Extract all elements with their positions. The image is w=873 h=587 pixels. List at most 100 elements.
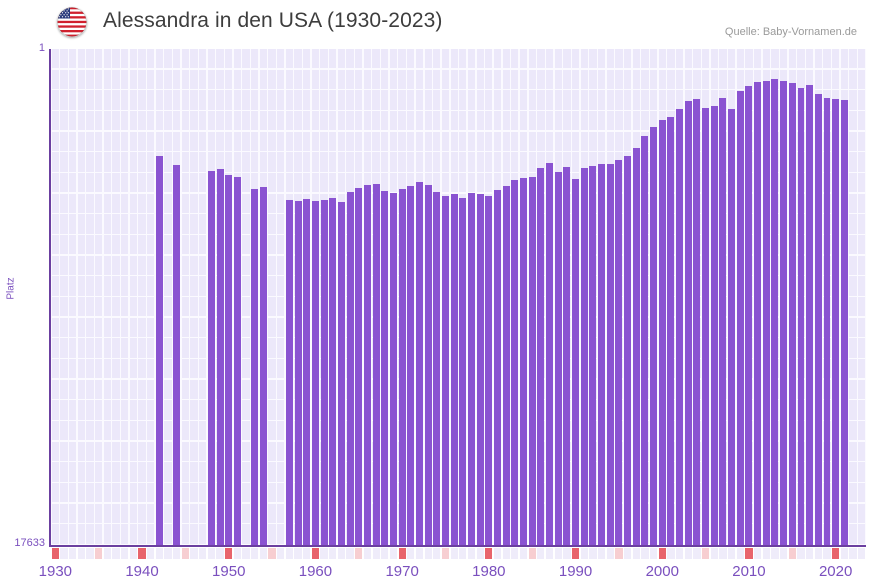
year-tick-1971 (407, 548, 415, 559)
year-tick-1984 (519, 548, 528, 559)
bar-1977 (459, 197, 467, 545)
year-tick-1989 (563, 548, 571, 559)
y-axis-title: Platz (5, 277, 17, 300)
year-tick-2020 (832, 548, 840, 559)
x-tick-2020: 2020 (818, 563, 853, 580)
bar-2018 (814, 93, 822, 545)
year-marker-strip (51, 548, 866, 559)
year-tick-1961 (320, 548, 328, 559)
x-tick-2000: 2000 (645, 563, 679, 580)
year-tick-1991 (580, 548, 588, 559)
year-tick-2008 (727, 548, 736, 559)
x-tick-2010: 2010 (732, 563, 766, 580)
us-flag-icon (57, 7, 87, 37)
bar-2008 (728, 109, 736, 545)
year-tick-1930 (51, 548, 59, 559)
source-note: Quelle: Baby-Vornamen.de (724, 26, 857, 38)
year-tick-1960 (311, 548, 320, 559)
year-tick-1943 (164, 548, 172, 559)
year-tick-1981 (493, 548, 502, 559)
bar-1942 (155, 155, 163, 545)
bar-1980 (485, 196, 493, 545)
bar-1990 (572, 179, 580, 545)
bar-1986 (537, 168, 545, 545)
year-tick-2004 (693, 548, 701, 559)
year-tick-2011 (753, 548, 762, 559)
chart-header: Alessandra in den USA (1930-2023) Quelle… (0, 0, 873, 46)
bar-1993 (598, 164, 606, 545)
year-tick-2010 (745, 548, 753, 559)
year-tick-1938 (121, 548, 129, 559)
year-tick-1954 (259, 548, 268, 559)
bar-2016 (797, 88, 805, 545)
year-tick-1956 (277, 548, 285, 559)
year-tick-1965 (355, 548, 363, 559)
year-tick-1962 (329, 548, 337, 559)
year-tick-1988 (554, 548, 562, 559)
year-tick-1959 (303, 548, 311, 559)
x-tick-1990: 1990 (558, 563, 593, 580)
x-tick-1980: 1980 (472, 563, 506, 580)
bar-1983 (511, 179, 519, 545)
year-tick-1942 (155, 548, 163, 559)
year-tick-1949 (216, 548, 224, 559)
bar-1988 (554, 172, 562, 545)
bar-1954 (259, 187, 267, 545)
bar-1998 (641, 136, 649, 545)
year-tick-1998 (641, 548, 649, 559)
bar-2011 (754, 82, 762, 545)
bar-2021 (840, 100, 848, 545)
bar-1999 (650, 127, 658, 545)
y-axis-top-label: 1 (38, 42, 45, 54)
year-tick-2012 (762, 548, 770, 559)
bar-2002 (676, 109, 684, 545)
year-tick-1941 (147, 548, 155, 559)
bar-1997 (632, 147, 640, 545)
year-tick-1972 (415, 548, 424, 559)
bar-1964 (346, 192, 354, 545)
bar-2000 (658, 120, 666, 545)
bar-1962 (329, 197, 337, 545)
bar-1996 (624, 156, 632, 545)
year-tick-1993 (597, 548, 606, 559)
bar-2009 (736, 91, 744, 545)
year-tick-2017 (806, 548, 814, 559)
bar-2012 (762, 80, 770, 545)
bar-1973 (424, 184, 432, 545)
bar-1967 (372, 184, 380, 545)
year-tick-1976 (450, 548, 458, 559)
year-tick-1947 (199, 548, 207, 559)
bar-1969 (390, 192, 397, 545)
year-tick-1973 (424, 548, 432, 559)
bar-1992 (589, 165, 597, 545)
year-tick-1952 (242, 548, 250, 559)
year-tick-1975 (441, 548, 450, 559)
year-tick-1934 (86, 548, 94, 559)
year-tick-2023 (858, 548, 866, 559)
bar-2003 (684, 100, 692, 545)
bar-2007 (719, 98, 727, 545)
year-tick-1958 (294, 548, 302, 559)
year-tick-1999 (649, 548, 658, 559)
year-tick-1945 (181, 548, 190, 559)
bar-2006 (710, 105, 718, 545)
year-tick-1948 (207, 548, 216, 559)
bar-1960 (311, 201, 319, 545)
bar-1985 (528, 176, 536, 545)
year-tick-1955 (268, 548, 276, 559)
year-tick-1987 (545, 548, 554, 559)
bar-2010 (745, 85, 753, 545)
year-tick-2001 (667, 548, 675, 559)
year-tick-1936 (103, 548, 111, 559)
bar-1966 (363, 184, 371, 545)
bar-1974 (433, 191, 441, 545)
bar-2020 (832, 98, 840, 545)
year-tick-2002 (675, 548, 684, 559)
year-tick-1967 (372, 548, 380, 559)
year-tick-2015 (788, 548, 796, 559)
year-tick-2014 (780, 548, 788, 559)
year-tick-1946 (190, 548, 198, 559)
bar-2004 (693, 98, 701, 545)
bar-1975 (442, 196, 449, 545)
